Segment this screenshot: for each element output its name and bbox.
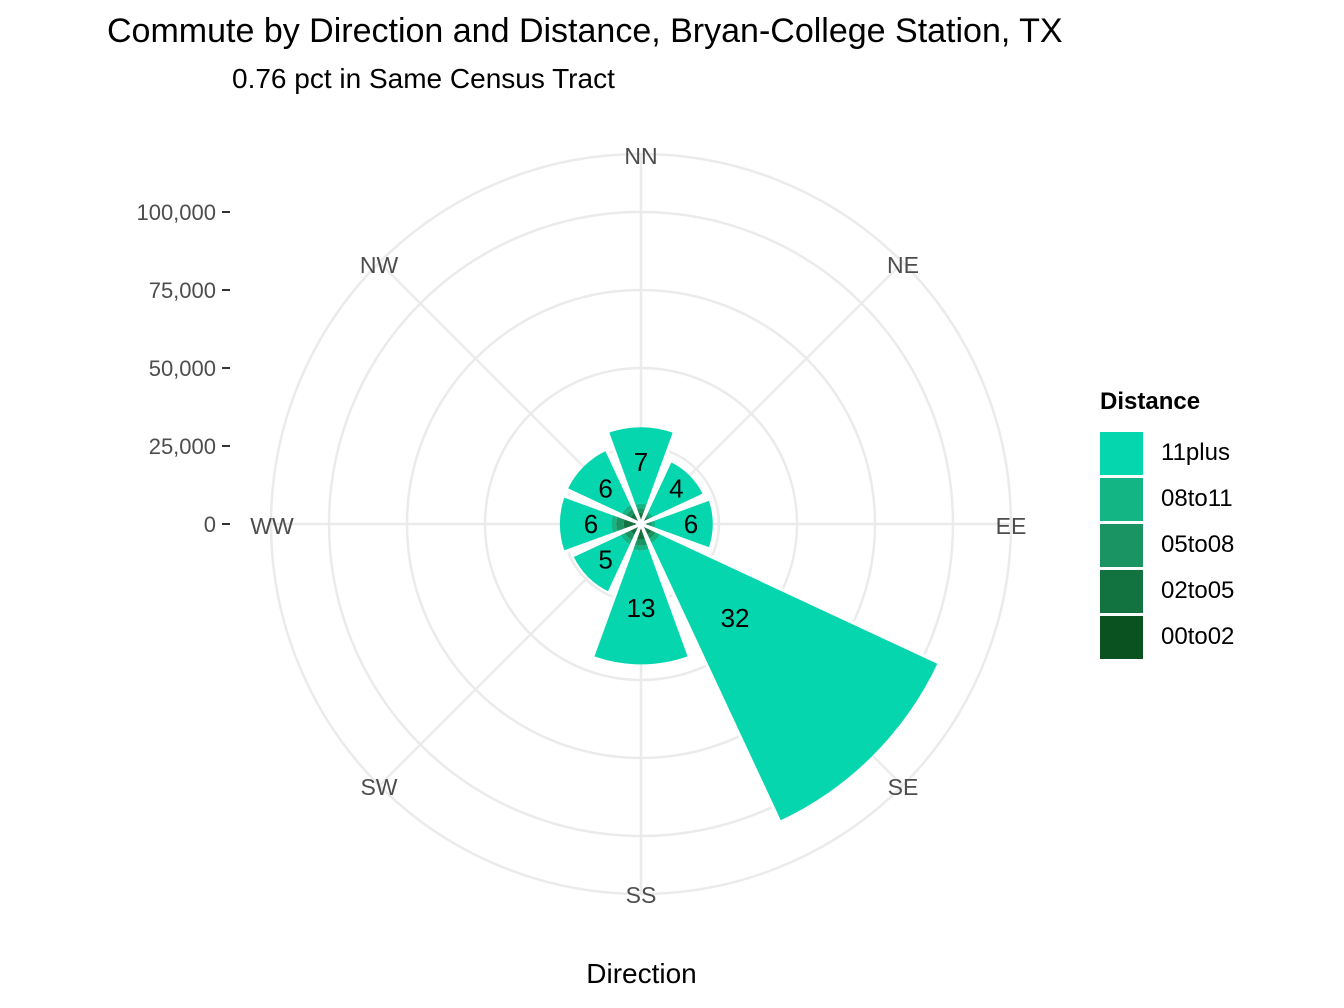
bar-segment-11plus xyxy=(654,499,713,549)
legend-swatch xyxy=(1100,615,1143,659)
bar-segment-05to08 xyxy=(646,529,657,540)
direction-label: EE xyxy=(996,513,1027,539)
chart-subtitle: 0.76 pct in Same Census Tract xyxy=(232,63,615,94)
bar-gap xyxy=(607,523,643,595)
legend-swatch xyxy=(1100,569,1143,613)
bar-value-label: 4 xyxy=(669,474,683,504)
bar-segment-11plus xyxy=(650,533,938,821)
bar-segment-11plus xyxy=(567,450,632,515)
legend-item: 00to02 xyxy=(1100,614,1234,660)
bar-value-label: 7 xyxy=(634,447,648,477)
legend: Distance 11plus 08to11 05to08 02to05 00t… xyxy=(1100,388,1234,660)
legend-swatch xyxy=(1100,431,1143,475)
direction-label: WW xyxy=(250,513,294,539)
bar-segment-08to11 xyxy=(648,531,661,544)
x-axis-label: Direction xyxy=(586,958,697,989)
y-tick-label: 25,000 xyxy=(149,434,216,459)
bar-gap xyxy=(590,523,643,659)
y-tick-label: 75,000 xyxy=(149,278,216,303)
bar-segment-05to08 xyxy=(616,515,625,533)
direction-label: SS xyxy=(626,882,657,908)
bar-value-label: 32 xyxy=(721,603,750,633)
direction-labels: NN NE EE SE SS SW WW NW xyxy=(250,143,1026,908)
y-tick-label: 0 xyxy=(204,512,216,537)
bar-gap xyxy=(565,487,642,526)
bar-segment-05to08 xyxy=(633,538,649,546)
legend-item: 11plus xyxy=(1100,430,1234,476)
bar-value-label: 6 xyxy=(584,509,598,539)
bar-gap xyxy=(639,459,673,525)
legend-swatch xyxy=(1100,477,1143,521)
y-tick-label: 100,000 xyxy=(136,200,216,225)
bar-segment-08to11 xyxy=(621,504,634,517)
direction-label: NW xyxy=(360,252,399,278)
legend-label: 00to02 xyxy=(1161,623,1235,650)
radial-axis: 0 25,000 50,000 75,000 100,000 xyxy=(136,200,230,537)
bar-value-label: 6 xyxy=(598,474,612,504)
legend-label: 02to05 xyxy=(1161,577,1235,604)
bar-gap xyxy=(639,523,782,824)
bar-segment-11plus xyxy=(607,427,675,505)
legend-label: 11plus xyxy=(1161,439,1230,466)
bar-gap xyxy=(604,448,643,525)
legend-item: 05to08 xyxy=(1100,522,1234,568)
bar-segment-08to11 xyxy=(631,544,651,551)
bar-gap xyxy=(562,522,642,554)
legend-label: 08to11 xyxy=(1161,485,1233,512)
bar-gap xyxy=(640,497,711,526)
chart-title: Commute by Direction and Distance, Bryan… xyxy=(107,12,1063,50)
bar-segment-11plus xyxy=(573,533,632,592)
legend-label: 05to08 xyxy=(1161,531,1235,558)
bar-value-label: 5 xyxy=(598,544,612,574)
bar-segment-08to11 xyxy=(611,513,618,535)
legend-title: Distance xyxy=(1100,388,1201,415)
legend-item: 02to05 xyxy=(1100,568,1234,614)
bar-segment-05to08 xyxy=(625,508,636,519)
bar-value-label: 13 xyxy=(627,593,656,623)
direction-label: NE xyxy=(887,252,919,278)
legend-item: 08to11 xyxy=(1100,476,1234,522)
bar-segment-11plus xyxy=(592,548,690,665)
bar-gap xyxy=(640,522,941,665)
direction-label: NN xyxy=(624,143,657,169)
bar-segment-11plus xyxy=(646,461,704,519)
bar-segment-08to11 xyxy=(634,503,648,510)
direction-label: SE xyxy=(888,774,919,800)
y-tick-label: 50,000 xyxy=(149,356,216,381)
direction-label: SW xyxy=(360,774,397,800)
legend-swatch xyxy=(1100,523,1143,567)
bar-segment-08to11 xyxy=(651,519,656,529)
bars xyxy=(559,427,941,824)
bar-value-label: 6 xyxy=(684,509,698,539)
bar-segment-08to11 xyxy=(619,531,634,546)
bar-gap xyxy=(639,523,692,659)
